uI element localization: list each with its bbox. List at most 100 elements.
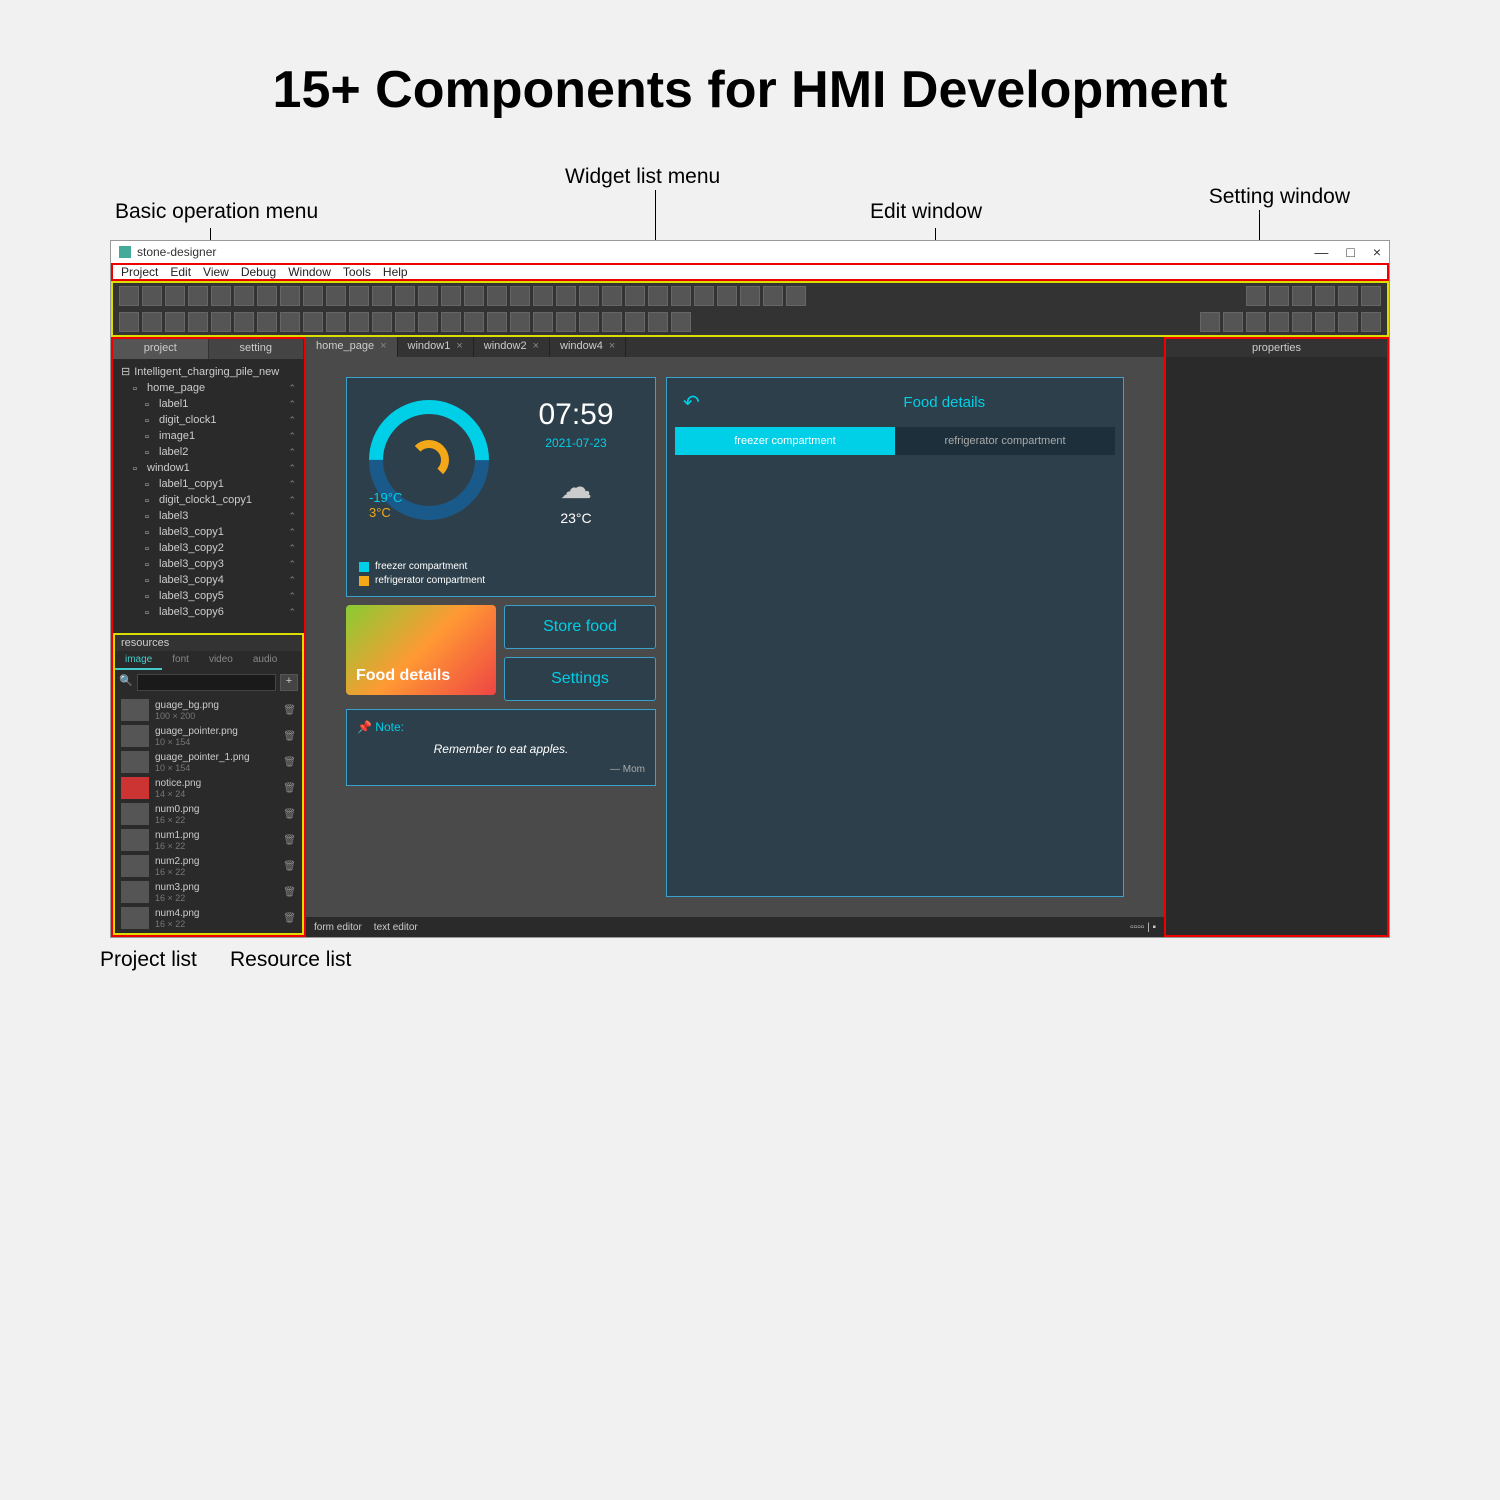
delete-icon[interactable]: 🗑 xyxy=(283,887,296,898)
tool-icon[interactable] xyxy=(188,312,208,332)
tool-icon[interactable] xyxy=(165,312,185,332)
tool-icon[interactable] xyxy=(1246,286,1266,306)
tool-icon[interactable] xyxy=(142,312,162,332)
menu-tools[interactable]: Tools xyxy=(343,265,371,279)
tool-icon[interactable] xyxy=(671,286,691,306)
tool-icon[interactable] xyxy=(211,312,231,332)
menu-help[interactable]: Help xyxy=(383,265,408,279)
maximize-button[interactable]: □ xyxy=(1346,244,1354,260)
setting-tab[interactable]: setting xyxy=(209,339,305,359)
food-details-button[interactable]: Food details xyxy=(346,605,496,695)
tool-icon[interactable] xyxy=(303,286,323,306)
close-icon[interactable]: × xyxy=(609,340,615,354)
tool-icon[interactable] xyxy=(579,286,599,306)
form-editor-tab[interactable]: form editor xyxy=(314,922,362,933)
tool-icon[interactable] xyxy=(556,286,576,306)
tool-icon[interactable] xyxy=(280,286,300,306)
menu-debug[interactable]: Debug xyxy=(241,265,276,279)
tool-icon[interactable] xyxy=(763,286,783,306)
tree-item[interactable]: ▫image1⌃ xyxy=(117,428,300,444)
delete-icon[interactable]: 🗑 xyxy=(283,731,296,742)
tree-item[interactable]: ▫label3_copy3⌃ xyxy=(117,556,300,572)
tool-icon[interactable] xyxy=(303,312,323,332)
tree-item[interactable]: ▫label3_copy2⌃ xyxy=(117,540,300,556)
resource-item[interactable]: num1.png16 × 22🗑 xyxy=(117,827,300,853)
tree-item[interactable]: ▫label3_copy4⌃ xyxy=(117,572,300,588)
tool-icon[interactable] xyxy=(1315,286,1335,306)
tree-item[interactable]: ▫label1⌃ xyxy=(117,396,300,412)
tool-icon[interactable] xyxy=(418,312,438,332)
tool-icon[interactable] xyxy=(464,312,484,332)
tool-icon[interactable] xyxy=(602,312,622,332)
tree-root[interactable]: ⊟Intelligent_charging_pile_new xyxy=(117,363,300,380)
tool-icon[interactable] xyxy=(533,312,553,332)
tool-icon[interactable] xyxy=(1223,312,1243,332)
tool-icon[interactable] xyxy=(257,312,277,332)
tool-icon[interactable] xyxy=(1338,286,1358,306)
resource-item[interactable]: num4.png16 × 22🗑 xyxy=(117,905,300,931)
resource-item[interactable]: guage_bg.png100 × 200🗑 xyxy=(117,697,300,723)
tool-icon[interactable] xyxy=(349,286,369,306)
delete-icon[interactable]: 🗑 xyxy=(283,809,296,820)
tree-item[interactable]: ▫digit_clock1⌃ xyxy=(117,412,300,428)
tool-icon[interactable] xyxy=(165,286,185,306)
tool-icon[interactable] xyxy=(257,286,277,306)
menu-edit[interactable]: Edit xyxy=(170,265,191,279)
tool-icon[interactable] xyxy=(740,286,760,306)
delete-icon[interactable]: 🗑 xyxy=(283,835,296,846)
resource-item[interactable]: num0.png16 × 22🗑 xyxy=(117,801,300,827)
minimize-button[interactable]: — xyxy=(1314,244,1328,260)
tool-icon[interactable] xyxy=(671,312,691,332)
editor-tab[interactable]: window4× xyxy=(550,337,626,357)
tool-icon[interactable] xyxy=(349,312,369,332)
tool-icon[interactable] xyxy=(119,312,139,332)
tree-item[interactable]: ▫home_page⌃ xyxy=(117,380,300,396)
menu-project[interactable]: Project xyxy=(121,265,158,279)
tree-item[interactable]: ▫digit_clock1_copy1⌃ xyxy=(117,492,300,508)
tool-icon[interactable] xyxy=(142,286,162,306)
resource-item[interactable]: guage_pointer_1.png10 × 154🗑 xyxy=(117,749,300,775)
tool-icon[interactable] xyxy=(372,312,392,332)
tool-icon[interactable] xyxy=(234,286,254,306)
menu-window[interactable]: Window xyxy=(288,265,331,279)
resource-search-input[interactable] xyxy=(137,674,276,691)
tree-item[interactable]: ▫label1_copy1⌃ xyxy=(117,476,300,492)
tool-icon[interactable] xyxy=(648,312,668,332)
tool-icon[interactable] xyxy=(119,286,139,306)
editor-tab[interactable]: window1× xyxy=(398,337,474,357)
tool-icon[interactable] xyxy=(1361,312,1381,332)
tool-icon[interactable] xyxy=(1338,312,1358,332)
tool-icon[interactable] xyxy=(395,286,415,306)
canvas[interactable]: -19°C 3°C 07:59 2021-07-23 ☁ 23°C xyxy=(306,357,1164,917)
resource-tab-image[interactable]: image xyxy=(115,651,162,670)
tool-icon[interactable] xyxy=(510,312,530,332)
tool-icon[interactable] xyxy=(487,286,507,306)
close-icon[interactable]: × xyxy=(533,340,539,354)
close-button[interactable]: × xyxy=(1373,244,1381,260)
tree-item[interactable]: ▫window1⌃ xyxy=(117,460,300,476)
tool-icon[interactable] xyxy=(556,312,576,332)
tool-icon[interactable] xyxy=(441,286,461,306)
tool-icon[interactable] xyxy=(602,286,622,306)
tool-icon[interactable] xyxy=(487,312,507,332)
refrigerator-tab[interactable]: refrigerator compartment xyxy=(895,427,1115,455)
tool-icon[interactable] xyxy=(510,286,530,306)
resource-item[interactable]: guage_pointer.png10 × 154🗑 xyxy=(117,723,300,749)
resource-tab-video[interactable]: video xyxy=(199,651,243,670)
tool-icon[interactable] xyxy=(372,286,392,306)
tool-icon[interactable] xyxy=(1246,312,1266,332)
tool-icon[interactable] xyxy=(1269,286,1289,306)
tool-icon[interactable] xyxy=(1361,286,1381,306)
resource-item[interactable]: num2.png16 × 22🗑 xyxy=(117,853,300,879)
menu-view[interactable]: View xyxy=(203,265,229,279)
back-button[interactable]: ↶ xyxy=(683,390,700,415)
tool-icon[interactable] xyxy=(717,286,737,306)
tool-icon[interactable] xyxy=(441,312,461,332)
resource-item[interactable]: num3.png16 × 22🗑 xyxy=(117,879,300,905)
tool-icon[interactable] xyxy=(648,286,668,306)
tool-icon[interactable] xyxy=(326,286,346,306)
tree-item[interactable]: ▫label3_copy1⌃ xyxy=(117,524,300,540)
delete-icon[interactable]: 🗑 xyxy=(283,861,296,872)
tool-icon[interactable] xyxy=(625,312,645,332)
tool-icon[interactable] xyxy=(533,286,553,306)
